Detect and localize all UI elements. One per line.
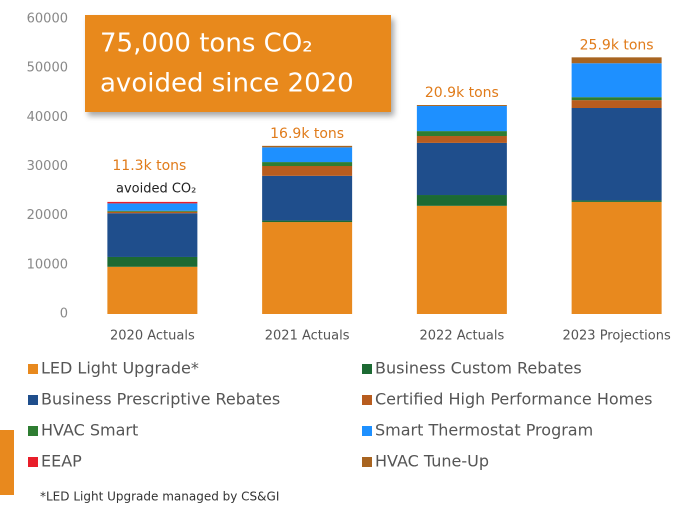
bar-segment xyxy=(262,222,353,314)
bar-annotation: 25.9k tons xyxy=(580,37,654,53)
bar-segment xyxy=(262,175,353,221)
bar-segment xyxy=(107,266,198,314)
annotation-note: avoided CO₂ xyxy=(116,182,196,197)
callout-line: avoided since 2020 xyxy=(100,69,354,99)
bar-segment xyxy=(107,256,198,267)
bar-segment xyxy=(107,211,198,214)
x-tick-label: 2022 Actuals xyxy=(420,329,505,344)
bar-segment xyxy=(262,162,353,167)
bar-segment xyxy=(416,142,507,196)
x-tick-label: 2020 Actuals xyxy=(110,329,195,344)
bar-segment xyxy=(571,57,662,64)
legend-swatch xyxy=(362,426,372,436)
legend-swatch xyxy=(28,426,38,436)
bar-segment xyxy=(571,200,662,202)
y-tick-label: 60000 xyxy=(27,12,68,27)
bar-segment xyxy=(262,145,353,148)
bar-segment xyxy=(416,131,507,137)
legend-label: HVAC Smart xyxy=(41,421,138,440)
bar-annotation: 20.9k tons xyxy=(425,85,499,101)
y-tick-label: 30000 xyxy=(27,159,68,174)
bar-segment xyxy=(416,205,507,314)
bar-segment xyxy=(571,107,662,201)
legend-label: HVAC Tune-Up xyxy=(375,452,489,471)
bar-segment xyxy=(571,201,662,314)
bar-segment xyxy=(262,220,353,223)
legend-label: Business Custom Rebates xyxy=(375,359,582,378)
callout-line: 75,000 tons CO₂ xyxy=(100,29,313,59)
footnote: *LED Light Upgrade managed by CS&GI xyxy=(40,490,279,504)
bar-segment xyxy=(107,210,198,212)
legend-swatch xyxy=(28,457,38,467)
bar-annotation: 11.3k tons xyxy=(112,158,186,174)
bar-segment xyxy=(416,106,507,132)
legend-swatch xyxy=(28,364,38,374)
x-tick-label: 2023 Projections xyxy=(562,329,670,344)
bar-segment xyxy=(107,203,198,211)
bar-segment xyxy=(416,136,507,143)
side-tab xyxy=(0,430,14,495)
bar-segment xyxy=(571,63,662,98)
legend-swatch xyxy=(28,395,38,405)
y-tick-label: 40000 xyxy=(27,110,68,125)
y-tick-label: 10000 xyxy=(27,257,68,272)
legend-label: Smart Thermostat Program xyxy=(375,421,593,440)
bar-segment xyxy=(416,105,507,107)
legend-label: EEAP xyxy=(41,452,82,471)
x-tick-label: 2021 Actuals xyxy=(265,329,350,344)
legend-swatch xyxy=(362,395,372,405)
y-tick-label: 0 xyxy=(60,307,68,322)
legend-swatch xyxy=(362,457,372,467)
callout-box xyxy=(85,15,391,112)
legend-swatch xyxy=(362,364,372,374)
bar-annotation: 16.9k tons xyxy=(270,126,344,142)
bar-segment xyxy=(107,201,198,204)
bar-segment xyxy=(571,97,662,101)
bar-segment xyxy=(416,195,507,206)
bar-segment xyxy=(262,166,353,176)
legend-label: LED Light Upgrade* xyxy=(41,359,199,378)
bar-segment xyxy=(262,147,353,163)
legend-label: Certified High Performance Homes xyxy=(375,390,652,409)
bar-segment xyxy=(571,100,662,108)
y-tick-label: 50000 xyxy=(27,61,68,76)
bar-segment xyxy=(107,213,198,257)
y-tick-label: 20000 xyxy=(27,208,68,223)
legend-label: Business Prescriptive Rebates xyxy=(41,390,280,409)
